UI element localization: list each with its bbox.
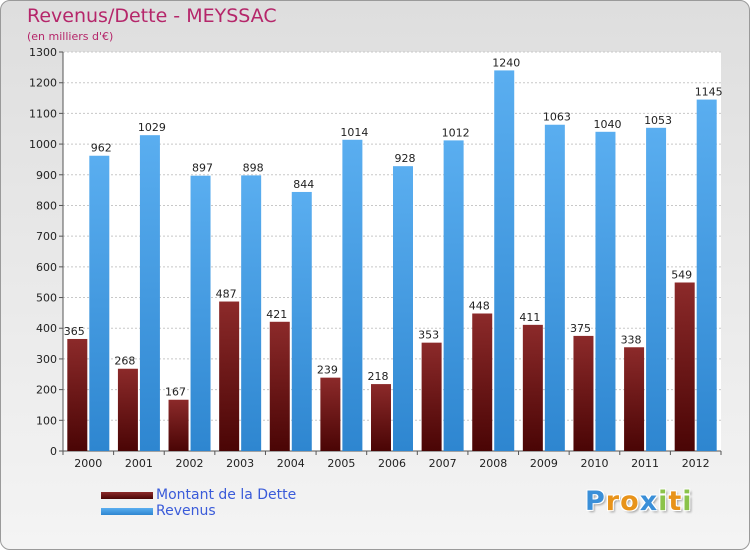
x-tick-label: 2005	[327, 457, 355, 470]
bar-revenus	[696, 99, 717, 452]
logo-letter: t	[668, 486, 683, 517]
y-tick-label: 1000	[29, 138, 57, 151]
data-label-revenus: 897	[192, 162, 213, 175]
bar-revenus	[190, 175, 211, 451]
data-label-revenus: 1012	[442, 126, 470, 139]
x-tick-label: 2011	[631, 457, 659, 470]
bar-revenus	[393, 166, 413, 451]
bar-revenus	[291, 191, 312, 452]
data-label-revenus: 1240	[492, 56, 520, 69]
x-tick-label: 2001	[125, 457, 153, 470]
data-label-dette: 421	[266, 308, 287, 321]
logo-letter: i	[658, 486, 669, 517]
y-tick-label: 100	[36, 414, 57, 427]
chart-subtitle: (en milliers d'€)	[27, 30, 114, 43]
bar-revenus	[342, 139, 363, 451]
bar-dette	[67, 338, 88, 451]
data-label-revenus: 1053	[644, 114, 672, 127]
legend-swatch-revenus	[101, 507, 153, 515]
data-label-revenus: 962	[91, 142, 112, 155]
bar-revenus	[443, 140, 464, 451]
legend-label-revenus: Revenus	[156, 503, 216, 519]
y-tick-label: 1300	[29, 46, 57, 59]
logo-letter: x	[639, 486, 659, 517]
data-label-dette: 549	[671, 268, 692, 281]
proxiti-logo: Proxiti	[585, 486, 693, 517]
data-label-dette: 338	[621, 333, 642, 346]
bar-revenus	[89, 155, 110, 452]
data-label-dette: 365	[64, 325, 85, 338]
x-tick-label: 2000	[74, 457, 102, 470]
bar-dette	[421, 342, 442, 451]
data-label-dette: 218	[368, 370, 389, 383]
legend-swatch-dette	[101, 491, 153, 499]
data-label-dette: 353	[418, 329, 439, 342]
bar-dette	[219, 301, 240, 451]
y-tick-label: 1100	[29, 107, 57, 120]
data-label-revenus: 1063	[543, 111, 571, 124]
x-tick-label: 2007	[429, 457, 457, 470]
bar-revenus	[139, 135, 160, 451]
y-tick-label: 0	[50, 445, 57, 458]
data-label-revenus: 898	[243, 161, 264, 174]
chart-legend: Montant de la Dette Revenus	[101, 487, 296, 519]
y-tick-label: 900	[36, 169, 57, 182]
y-tick-label: 600	[36, 261, 57, 274]
legend-label-dette: Montant de la Dette	[156, 487, 297, 503]
logo-letter: r	[605, 486, 621, 517]
data-label-dette: 239	[317, 364, 338, 377]
y-tick-label: 300	[36, 353, 57, 366]
data-label-dette: 375	[570, 322, 591, 335]
x-tick-label: 2006	[378, 457, 406, 470]
bar-dette	[472, 313, 493, 451]
data-label-revenus: 928	[395, 152, 416, 165]
y-tick-label: 700	[36, 230, 57, 243]
data-label-revenus: 1014	[340, 126, 368, 139]
bar-dette	[320, 377, 341, 451]
bar-dette	[371, 384, 391, 451]
legend-item-revenus: Revenus	[101, 503, 296, 519]
bar-revenus	[646, 127, 667, 451]
x-tick-label: 2010	[580, 457, 608, 470]
logo-letter: P	[585, 486, 606, 517]
data-label-revenus: 1145	[695, 86, 723, 99]
data-label-revenus: 1040	[593, 118, 621, 131]
y-tick-label: 400	[36, 322, 57, 335]
data-label-dette: 411	[519, 311, 540, 324]
x-tick-label: 2012	[682, 457, 710, 470]
chart-title: Revenus/Dette - MEYSSAC	[27, 5, 277, 27]
x-tick-label: 2002	[176, 457, 204, 470]
plot-area	[63, 52, 721, 451]
y-tick-label: 200	[36, 384, 57, 397]
x-tick-label: 2008	[479, 457, 507, 470]
data-label-revenus: 844	[293, 178, 314, 191]
bar-revenus	[241, 175, 262, 452]
bar-revenus	[494, 70, 515, 452]
data-label-dette: 167	[165, 386, 186, 399]
y-tick-label: 800	[36, 199, 57, 212]
bar-revenus	[595, 131, 616, 452]
x-tick-label: 2004	[277, 457, 305, 470]
logo-letter: i	[682, 486, 693, 517]
bar-dette	[168, 399, 189, 451]
legend-item-dette: Montant de la Dette	[101, 487, 296, 503]
data-label-dette: 268	[114, 355, 135, 368]
x-tick-label: 2003	[226, 457, 254, 470]
data-label-dette: 487	[216, 288, 237, 301]
bar-dette	[573, 335, 594, 451]
bar-dette	[522, 324, 543, 451]
y-tick-label: 500	[36, 292, 57, 305]
data-label-dette: 448	[469, 299, 490, 312]
bar-dette	[269, 321, 290, 451]
bar-revenus	[544, 124, 565, 451]
y-tick-label: 1200	[29, 77, 57, 90]
bar-dette	[117, 368, 138, 451]
x-tick-label: 2009	[530, 457, 558, 470]
logo-letter: o	[620, 486, 640, 517]
data-label-revenus: 1029	[138, 121, 166, 134]
bar-dette	[624, 347, 645, 451]
bar-dette	[674, 282, 695, 451]
